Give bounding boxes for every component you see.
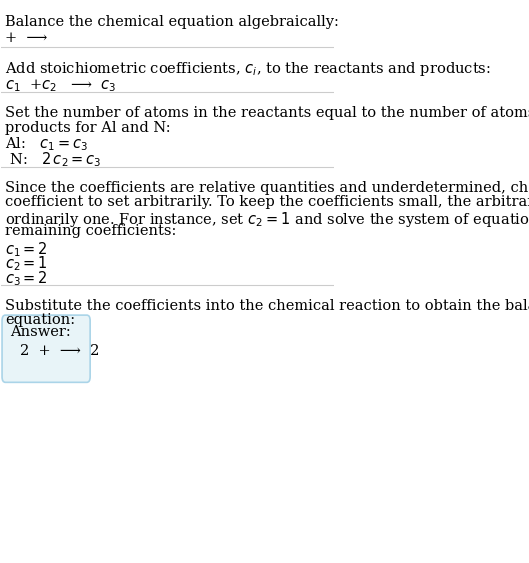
Text: $c_3 = 2$: $c_3 = 2$ [5, 269, 48, 288]
Text: $c_1$  +$c_2$   ⟶  $c_3$: $c_1$ +$c_2$ ⟶ $c_3$ [5, 77, 117, 93]
Text: coefficient to set arbitrarily. To keep the coefficients small, the arbitrary va: coefficient to set arbitrarily. To keep … [5, 195, 529, 209]
Text: products for Al and N:: products for Al and N: [5, 120, 171, 135]
Text: Answer:: Answer: [10, 325, 70, 338]
Text: N:   $2\,c_2 = c_3$: N: $2\,c_2 = c_3$ [5, 150, 102, 168]
Text: Balance the chemical equation algebraically:: Balance the chemical equation algebraica… [5, 15, 339, 29]
Text: +  ⟶: + ⟶ [5, 30, 48, 44]
Text: Set the number of atoms in the reactants equal to the number of atoms in the: Set the number of atoms in the reactants… [5, 106, 529, 120]
Text: $c_1 = 2$: $c_1 = 2$ [5, 240, 48, 259]
FancyBboxPatch shape [2, 315, 90, 382]
Text: remaining coefficients:: remaining coefficients: [5, 225, 177, 238]
Text: Add stoichiometric coefficients, $c_i$, to the reactants and products:: Add stoichiometric coefficients, $c_i$, … [5, 60, 491, 78]
Text: equation:: equation: [5, 314, 76, 328]
Text: $c_2 = 1$: $c_2 = 1$ [5, 254, 48, 273]
Text: Substitute the coefficients into the chemical reaction to obtain the balanced: Substitute the coefficients into the che… [5, 299, 529, 313]
Text: ordinarily one. For instance, set $c_2 = 1$ and solve the system of equations fo: ordinarily one. For instance, set $c_2 =… [5, 210, 529, 229]
Text: 2  +  ⟶  2: 2 + ⟶ 2 [20, 344, 99, 358]
Text: Al:   $c_1 = c_3$: Al: $c_1 = c_3$ [5, 135, 88, 153]
Text: Since the coefficients are relative quantities and underdetermined, choose a: Since the coefficients are relative quan… [5, 181, 529, 195]
